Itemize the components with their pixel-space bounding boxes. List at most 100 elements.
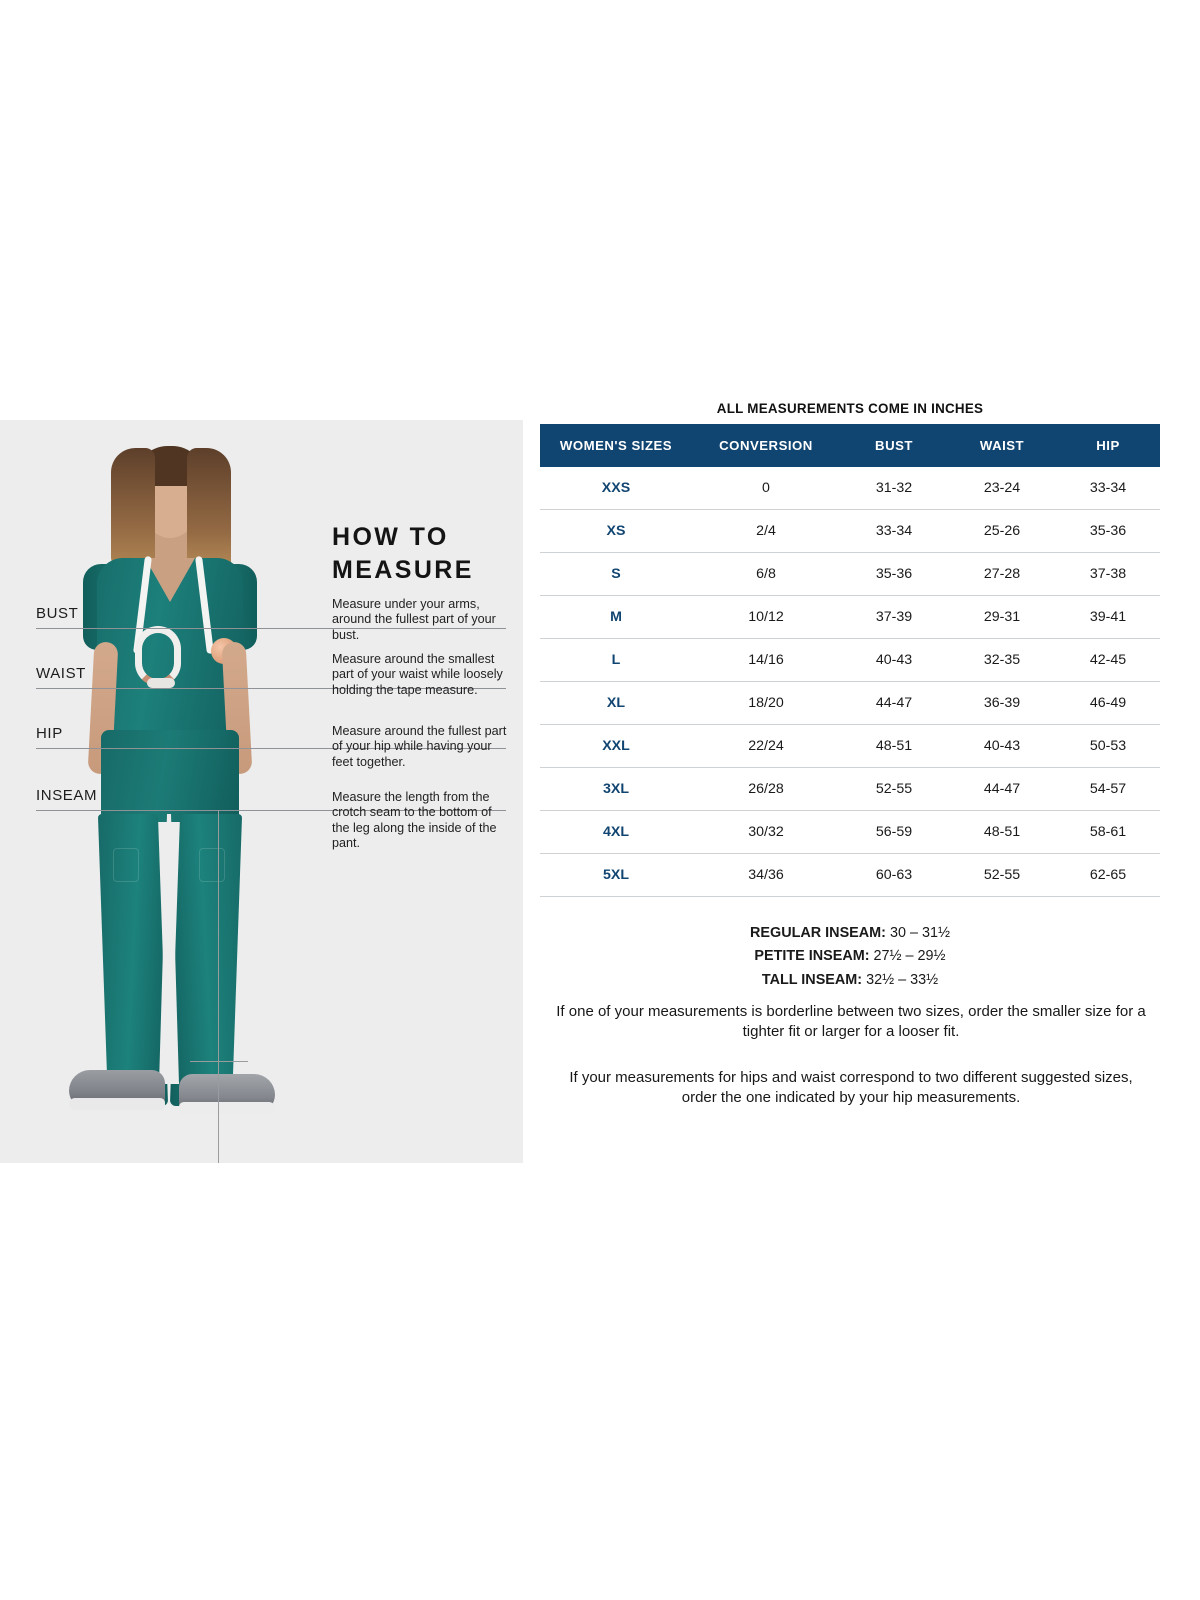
sneaker-right-sole [179, 1102, 275, 1114]
cell-waist: 52-55 [948, 853, 1056, 897]
note-borderline: If one of your measurements is borderlin… [556, 1003, 1146, 1041]
note-hip-priority: If your measurements for hips and waist … [569, 1069, 1133, 1107]
column-header-waist: WAIST [948, 424, 1056, 467]
inseam-regular-value: 30 – 31½ [889, 925, 950, 941]
inseam-petite-value: 27½ – 29½ [873, 948, 946, 965]
table-row: XL 18/20 44-47 36-39 46-49 [540, 681, 1160, 725]
sizing-notes: If one of your measurements is borderlin… [552, 1002, 1150, 1108]
inseam-vertical-line [218, 810, 219, 1163]
cell-bust: 56-59 [840, 810, 948, 854]
sneaker-left-sole [69, 1098, 165, 1110]
cell-hip: 54-57 [1056, 767, 1160, 811]
cell-size: 5XL [540, 853, 692, 897]
cell-waist: 36-39 [948, 681, 1056, 725]
cell-size: 3XL [540, 767, 692, 811]
cell-waist: 23-24 [948, 467, 1056, 510]
cell-hip: 39-41 [1056, 595, 1160, 639]
cell-hip: 42-45 [1056, 638, 1160, 682]
measure-label-waist: WAIST [36, 665, 86, 682]
cell-conversion: 0 [692, 467, 840, 510]
cell-conversion: 30/32 [692, 810, 840, 854]
model-photo [35, 430, 305, 1130]
cell-bust: 60-63 [840, 853, 948, 897]
cell-hip: 62-65 [1056, 853, 1160, 897]
cell-bust: 40-43 [840, 638, 948, 682]
inseam-bottom-tick [190, 1061, 248, 1062]
how-to-measure-panel: BUST WAIST HIP INSEAM [0, 420, 523, 1163]
table-row: XXL 22/24 48-51 40-43 50-53 [540, 724, 1160, 768]
scrub-pants-waist [101, 730, 239, 822]
inseam-tall: TALL INSEAM: 32½ – 33½ [540, 969, 1160, 992]
cell-bust: 48-51 [840, 724, 948, 768]
table-row: 4XL 30/32 56-59 48-51 58-61 [540, 810, 1160, 854]
instruction-bust: Measure under your arms, around the full… [332, 597, 496, 642]
table-row: XS 2/4 33-34 25-26 35-36 [540, 509, 1160, 553]
table-row: 3XL 26/28 52-55 44-47 54-57 [540, 767, 1160, 811]
inseam-tall-label: TALL INSEAM: [761, 971, 863, 988]
cell-bust: 37-39 [840, 595, 948, 639]
size-chart-table: WOMEN'S SIZES CONVERSION BUST WAIST HIP … [540, 424, 1160, 897]
table-body: XXS 0 31-32 23-24 33-34 XS 2/4 33-34 25-26 35-36 S… [540, 467, 1160, 897]
cell-size: XS [540, 509, 692, 553]
column-header-hip: HIP [1056, 424, 1160, 467]
cell-size: S [540, 552, 692, 596]
cell-conversion: 18/20 [692, 681, 840, 725]
cell-bust: 33-34 [840, 509, 948, 553]
column-header-conversion: CONVERSION [692, 424, 840, 467]
cell-waist: 25-26 [948, 509, 1056, 553]
cell-waist: 32-35 [948, 638, 1056, 682]
cell-hip: 46-49 [1056, 681, 1160, 725]
cell-waist: 40-43 [948, 724, 1056, 768]
pants-pocket-left [113, 848, 139, 882]
table-header: WOMEN'S SIZES CONVERSION BUST WAIST HIP [540, 424, 1160, 467]
cell-hip: 50-53 [1056, 724, 1160, 768]
cell-hip: 37-38 [1056, 552, 1160, 596]
cell-waist: 44-47 [948, 767, 1056, 811]
how-to-measure-heading: HOW TO MEASURE [332, 523, 474, 584]
cell-conversion: 22/24 [692, 724, 840, 768]
cell-bust: 52-55 [840, 767, 948, 811]
measure-label-bust: BUST [36, 605, 79, 622]
cell-conversion: 14/16 [692, 638, 840, 682]
stethoscope-loop [135, 626, 181, 686]
cell-hip: 35-36 [1056, 509, 1160, 553]
column-header-bust: BUST [840, 424, 948, 467]
pants-pocket-right [199, 848, 225, 882]
instruction-waist: Measure around the smallest part of your… [332, 652, 503, 697]
table-row: M 10/12 37-39 29-31 39-41 [540, 595, 1160, 639]
leader-line-bust [36, 628, 506, 629]
inseam-regular: REGULAR INSEAM: 30 – 31½ [540, 922, 1160, 945]
inseam-tall-value: 32½ – 33½ [866, 971, 939, 988]
inseam-info-block: REGULAR INSEAM: 30 – 31½ PETITE INSEAM: … [540, 922, 1160, 992]
cell-waist: 27-28 [948, 552, 1056, 596]
instruction-inseam: Measure the length from the crotch seam … [332, 790, 497, 851]
cell-hip: 58-61 [1056, 810, 1160, 854]
cell-size: XXS [540, 467, 692, 510]
table-row: L 14/16 40-43 32-35 42-45 [540, 638, 1160, 682]
leader-line-waist [36, 688, 506, 689]
chart-title: ALL MEASUREMENTS COME IN INCHES [716, 401, 984, 416]
cell-size: M [540, 595, 692, 639]
cell-waist: 48-51 [948, 810, 1056, 854]
leader-line-inseam [36, 810, 506, 811]
cell-size: XL [540, 681, 692, 725]
leader-line-hip [36, 748, 506, 749]
inseam-regular-label: REGULAR INSEAM: [750, 925, 886, 941]
inseam-petite: PETITE INSEAM: 27½ – 29½ [540, 945, 1160, 968]
measure-label-hip: HIP [36, 725, 63, 742]
cell-waist: 29-31 [948, 595, 1056, 639]
measure-label-inseam: INSEAM [36, 787, 98, 804]
cell-hip: 33-34 [1056, 467, 1160, 510]
table-row: S 6/8 35-36 27-28 37-38 [540, 552, 1160, 596]
cell-bust: 44-47 [840, 681, 948, 725]
cell-conversion: 2/4 [692, 509, 840, 553]
table-header-row: WOMEN'S SIZES CONVERSION BUST WAIST HIP [540, 424, 1160, 467]
table-row: XXS 0 31-32 23-24 33-34 [540, 467, 1160, 510]
cell-conversion: 10/12 [692, 595, 840, 639]
cell-conversion: 6/8 [692, 552, 840, 596]
cell-conversion: 34/36 [692, 853, 840, 897]
inseam-petite-label: PETITE INSEAM: [754, 948, 870, 965]
cell-bust: 35-36 [840, 552, 948, 596]
column-header-womens-sizes: WOMEN'S SIZES [540, 424, 692, 467]
